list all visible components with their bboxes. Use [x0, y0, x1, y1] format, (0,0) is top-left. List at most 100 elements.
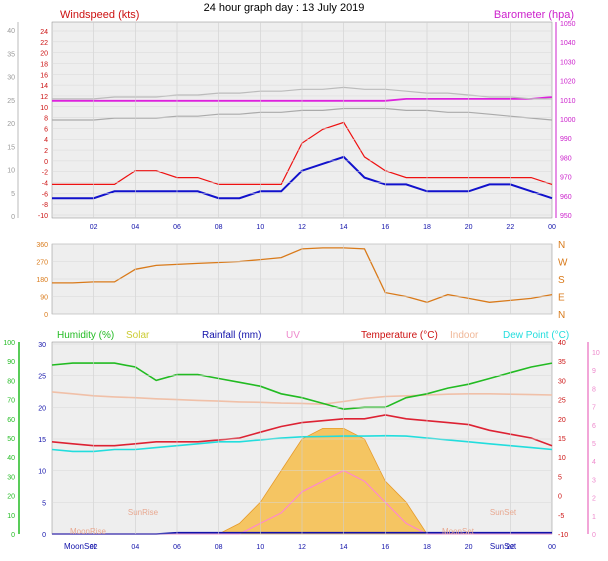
temp-tick-label: 0 — [558, 494, 562, 501]
temp-tick-label: 25 — [558, 398, 566, 405]
baro-tick-label: 990 — [560, 136, 572, 143]
compass-tick-label: W — [558, 258, 568, 269]
windspeed-label: Windspeed (kts) — [60, 9, 139, 21]
wind-outer-tick-label: 0 — [11, 214, 15, 221]
uv-tick-label: 4 — [592, 459, 596, 466]
wind-tick-label: 12 — [40, 94, 48, 101]
legend-entry: Indoor — [450, 330, 479, 341]
humidity-tick-label: 20 — [7, 494, 15, 501]
x-tick-label: 10 — [256, 224, 264, 231]
humidity-tick-label: 70 — [7, 398, 15, 405]
wind-tick-label: -10 — [38, 213, 48, 220]
wind-tick-label: 10 — [40, 105, 48, 112]
direction-tick-label: 0 — [44, 312, 48, 319]
wind-outer-tick-label: 30 — [7, 75, 15, 82]
temp-hum-legend: Humidity (%) Solar Rainfall (mm) UV Temperat… — [57, 330, 569, 341]
humidity-tick-label: 60 — [7, 417, 15, 424]
rain-tick-label: 20 — [38, 405, 46, 412]
barometer-label: Barometer (hpa) — [494, 9, 574, 21]
rain-tick-label: 0 — [42, 532, 46, 539]
legend-entry: Dew Point (°C) — [503, 330, 569, 341]
x-tick-label: 14 — [340, 544, 348, 551]
direction-tick-label: 360 — [36, 242, 48, 249]
baro-tick-label: 1020 — [560, 79, 576, 86]
wind-tick-label: 0 — [44, 159, 48, 166]
temp-tick-label: -5 — [558, 513, 564, 520]
wind-outer-tick-label: 35 — [7, 51, 15, 58]
annotation-label: SunSet — [490, 542, 517, 551]
x-tick-label: 18 — [423, 224, 431, 231]
x-tick-label: 12 — [298, 224, 306, 231]
legend-entry: Rainfall (mm) — [202, 330, 261, 341]
legend-entry: Solar — [126, 330, 150, 341]
temp-tick-label: 20 — [558, 417, 566, 424]
uv-tick-label: 1 — [592, 514, 596, 521]
wind-tick-label: 2 — [44, 148, 48, 155]
wind-outer-tick-label: 15 — [7, 144, 15, 151]
x-tick-label: 02 — [90, 544, 98, 551]
humidity-tick-label: 0 — [11, 532, 15, 539]
x-tick-label: 06 — [173, 544, 181, 551]
x-tick-label: 18 — [423, 544, 431, 551]
x-tick-label: 02 — [90, 224, 98, 231]
legend-entry: Temperature (°C) — [361, 330, 438, 341]
temp-tick-label: 30 — [558, 378, 566, 385]
uv-tick-label: 10 — [592, 350, 600, 357]
rain-tick-label: 15 — [38, 437, 46, 444]
wind-tick-label: -2 — [42, 170, 48, 177]
humidity-tick-label: 50 — [7, 436, 15, 443]
wind-tick-label: 18 — [40, 61, 48, 68]
wind-outer-tick-label: 20 — [7, 121, 15, 128]
compass-tick-label: N — [558, 240, 565, 251]
humidity-tick-label: 100 — [3, 340, 15, 347]
humidity-tick-label: 40 — [7, 455, 15, 462]
x-tick-label: 00 — [548, 224, 556, 231]
rain-tick-label: 25 — [38, 374, 46, 381]
x-tick-label: 10 — [256, 544, 264, 551]
uv-tick-label: 5 — [592, 441, 596, 448]
legend-entry: Humidity (%) — [57, 330, 114, 341]
x-tick-label: 12 — [298, 544, 306, 551]
baro-tick-label: 960 — [560, 194, 572, 201]
wind-tick-label: -4 — [42, 181, 48, 188]
annotation-label: SunSet — [490, 508, 517, 517]
wind-tick-label: 8 — [44, 116, 48, 123]
wind-tick-label: 22 — [40, 40, 48, 47]
baro-tick-label: 970 — [560, 175, 572, 182]
wind-outer-tick-label: 5 — [11, 191, 15, 198]
axes-layer: 242220181614121086420-2-4-6-8-1040353025… — [3, 21, 600, 551]
compass-tick-label: N — [558, 310, 565, 321]
x-tick-label: 04 — [131, 224, 139, 231]
x-tick-label: 20 — [465, 224, 473, 231]
x-tick-label: 22 — [506, 224, 514, 231]
x-tick-label: 08 — [215, 224, 223, 231]
humidity-tick-label: 30 — [7, 474, 15, 481]
wind-tick-label: 6 — [44, 126, 48, 133]
x-tick-label: 16 — [381, 544, 389, 551]
uv-tick-label: 0 — [592, 532, 596, 539]
annotation-label: MoonSet — [64, 542, 97, 551]
uv-tick-label: 6 — [592, 423, 596, 430]
x-tick-label: 14 — [340, 224, 348, 231]
wind-tick-label: -6 — [42, 191, 48, 198]
direction-tick-label: 180 — [36, 277, 48, 284]
baro-tick-label: 1050 — [560, 21, 576, 28]
baro-tick-label: 950 — [560, 213, 572, 220]
annotation-label: MoonSet — [442, 527, 475, 536]
annotation-label: MoonRise — [70, 527, 107, 536]
direction-tick-label: 270 — [36, 260, 48, 267]
wind-tick-label: 16 — [40, 72, 48, 79]
rain-tick-label: 5 — [42, 500, 46, 507]
uv-tick-label: 2 — [592, 496, 596, 503]
x-tick-label: 00 — [548, 544, 556, 551]
wind-outer-tick-label: 40 — [7, 28, 15, 35]
x-tick-label: 16 — [381, 224, 389, 231]
humidity-tick-label: 80 — [7, 378, 15, 385]
baro-tick-label: 980 — [560, 155, 572, 162]
baro-tick-label: 1040 — [560, 40, 576, 47]
humidity-tick-label: 10 — [7, 513, 15, 520]
direction-tick-label: 90 — [40, 295, 48, 302]
wind-tick-label: 24 — [40, 29, 48, 36]
annotation-label: SunRise — [128, 508, 159, 517]
legend-entry: UV — [286, 330, 300, 341]
